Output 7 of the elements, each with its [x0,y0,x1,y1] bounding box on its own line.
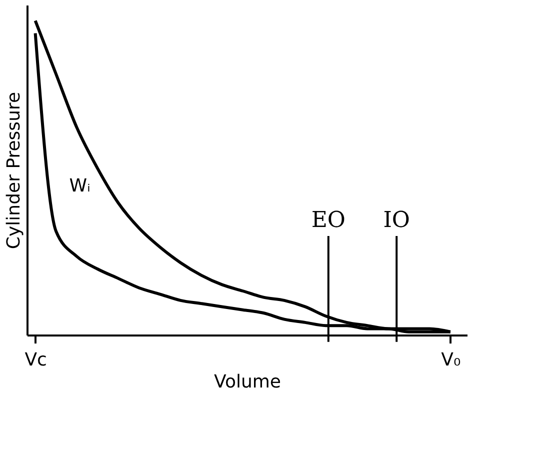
x-axis-title: Volume [214,372,281,392]
annotation: EO [311,208,346,233]
y-axis-title: Cylinder Pressure [4,92,24,250]
x-tick-label: V₀ [441,350,461,370]
x-tick-label: Vc [24,350,47,370]
annotation: Wᵢ [69,176,90,196]
annotation: IO [383,208,410,233]
